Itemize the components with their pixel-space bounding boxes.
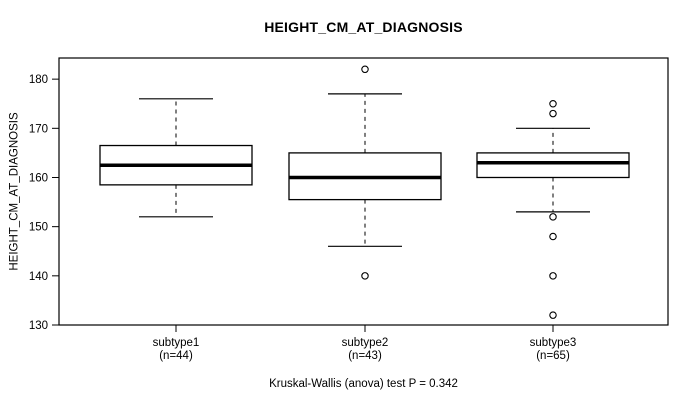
group-name: subtype1 [152, 337, 200, 349]
group-count: (n=65) [536, 350, 570, 362]
y-axis-tick-label: 150 [29, 222, 48, 234]
x-axis-group-label-subtype3: subtype3 (n=65) [477, 337, 629, 363]
outlier-point [549, 311, 557, 319]
outlier-point [549, 109, 557, 118]
outlier-point [549, 99, 557, 108]
group-count: (n=44) [159, 350, 193, 362]
group-name: subtype3 [529, 337, 577, 349]
outlier-point [361, 65, 369, 74]
y-axis-tick-label: 160 [29, 172, 48, 184]
outlier-point [549, 232, 557, 241]
group-name: subtype2 [341, 337, 389, 349]
plot-frame [58, 57, 669, 326]
x-axis-group-label-subtype2: subtype2 (n=43) [289, 337, 441, 363]
group-count: (n=43) [348, 350, 382, 362]
outlier-point [549, 272, 557, 280]
outlier-point [549, 213, 557, 221]
y-axis-tick-label: 170 [29, 123, 48, 135]
y-axis-tick-label: 130 [29, 320, 48, 332]
iqr-box-subtype3 [476, 152, 630, 179]
y-axis-title: HEIGHT_CM_AT_DIAGNOSIS [8, 112, 21, 271]
y-axis-tick-label: 140 [29, 271, 48, 283]
x-axis-group-label-subtype1: subtype1 (n=44) [100, 337, 252, 363]
chart-title: HEIGHT_CM_AT_DIAGNOSIS [264, 19, 463, 35]
statistical-test-caption: Kruskal-Wallis (anova) test P = 0.342 [269, 378, 458, 390]
y-axis-tick-label: 180 [29, 74, 48, 86]
outlier-point [361, 272, 369, 280]
